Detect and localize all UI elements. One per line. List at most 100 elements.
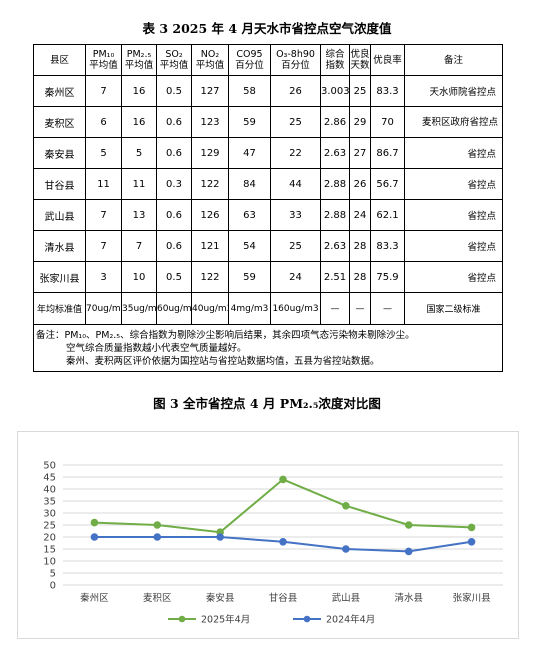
cell-no2: 122 bbox=[191, 168, 229, 200]
note-line: 备注：PM₁₀、PM₂.₅、综合指数为剔除沙尘影响后结果，其余四项气态污染物未剔… bbox=[36, 329, 415, 341]
data-point bbox=[279, 475, 287, 484]
cell-pm25: 16 bbox=[121, 106, 157, 138]
cell-no2: 122 bbox=[191, 261, 229, 293]
x-tick-label: 麦积区 bbox=[143, 592, 172, 604]
cell-standard-pm10: 70ug/m3 bbox=[85, 292, 122, 325]
data-point bbox=[467, 523, 476, 532]
cell-pm10: 7 bbox=[85, 75, 122, 107]
header-co: CO95 百分位 bbox=[228, 44, 271, 76]
cell-o3: 33 bbox=[270, 199, 321, 231]
cell-days: 25 bbox=[349, 75, 371, 107]
cell-pm10: 3 bbox=[85, 261, 122, 293]
cell-note: 麦积区政府省控点 bbox=[404, 106, 503, 138]
y-tick-label: 20 bbox=[43, 533, 56, 544]
cell-pm10: 11 bbox=[85, 168, 122, 200]
cell-index: 2.88 bbox=[320, 199, 350, 231]
header-pm25: PM₂.₅ 平均值 bbox=[121, 44, 157, 76]
cell-no2: 123 bbox=[191, 106, 229, 138]
cell-co: 58 bbox=[228, 75, 271, 107]
cell-county: 清水县 bbox=[33, 230, 86, 262]
data-point bbox=[342, 545, 350, 553]
cell-co: 59 bbox=[228, 261, 271, 293]
cell-rate: 56.7 bbox=[370, 168, 405, 200]
x-tick-label: 秦安县 bbox=[206, 592, 235, 604]
y-tick-label: 5 bbox=[50, 569, 56, 580]
legend-marker bbox=[178, 615, 186, 623]
cell-county: 麦积区 bbox=[33, 106, 86, 138]
table-row: 张家川县 3 10 0.5 122 59 24 2.51 28 75.9 省控点 bbox=[33, 261, 503, 293]
cell-standard-pm25: 35ug/m3 bbox=[121, 292, 157, 325]
cell-co: 59 bbox=[228, 106, 271, 138]
cell-o3: 25 bbox=[270, 106, 321, 138]
header-county: 县区 bbox=[33, 44, 86, 76]
cell-co: 47 bbox=[228, 137, 271, 169]
cell-o3: 22 bbox=[270, 137, 321, 169]
standard-row: 年均标准值 70ug/m3 35ug/m3 60ug/m3 40ug/m3 4m… bbox=[33, 292, 503, 325]
cell-no2: 121 bbox=[191, 230, 229, 262]
cell-co: 63 bbox=[228, 199, 271, 231]
cell-index: 2.88 bbox=[320, 168, 350, 200]
cell-index: 3.003 bbox=[320, 75, 350, 107]
cell-pm10: 5 bbox=[85, 137, 122, 169]
cell-standard-note: 国家二级标准 bbox=[404, 292, 503, 325]
cell-pm10: 7 bbox=[85, 230, 122, 262]
notes-row: 备注：PM₁₀、PM₂.₅、综合指数为剔除沙尘影响后结果，其余四项气态污染物未剔… bbox=[33, 324, 503, 372]
cell-no2: 129 bbox=[191, 137, 229, 169]
data-point bbox=[404, 547, 413, 556]
cell-days: 26 bbox=[349, 168, 371, 200]
data-point bbox=[90, 518, 99, 527]
cell-pm25: 13 bbox=[121, 199, 157, 231]
cell-standard-no2: 40ug/m3 bbox=[191, 292, 229, 325]
cell-pm25: 5 bbox=[121, 137, 157, 169]
y-tick-label: 15 bbox=[43, 545, 56, 556]
figure-title: 图 3 全市省控点 4 月 PM₂.₅浓度对比图 bbox=[153, 396, 381, 411]
table-title: 表 3 2025 年 4 月天水市省控点空气浓度值 bbox=[142, 21, 392, 36]
legend-label: 2025年4月 bbox=[201, 614, 250, 626]
cell-o3: 25 bbox=[270, 230, 321, 262]
header-row: 县区 PM₁₀ 平均值 PM₂.₅ 平均值 SO₂ 平均值 NO₂ 平均值 CO95 百分… bbox=[33, 44, 503, 76]
cell-index: 2.86 bbox=[320, 106, 350, 138]
cell-co: 54 bbox=[228, 230, 271, 262]
x-tick-label: 秦州区 bbox=[80, 592, 109, 604]
cell-note: 天水师院省控点 bbox=[404, 75, 503, 107]
data-point bbox=[90, 533, 99, 541]
cell-rate: 86.7 bbox=[370, 137, 405, 169]
cell-county: 甘谷县 bbox=[33, 168, 86, 200]
y-tick-label: 30 bbox=[43, 509, 56, 520]
y-tick-label: 50 bbox=[43, 461, 56, 472]
cell-standard-days: — bbox=[349, 292, 371, 325]
data-point bbox=[467, 538, 476, 546]
x-tick-label: 甘谷县 bbox=[269, 592, 298, 604]
x-tick-label: 清水县 bbox=[394, 592, 423, 604]
cell-standard-so2: 60ug/m3 bbox=[156, 292, 192, 325]
cell-so2: 0.3 bbox=[156, 168, 192, 200]
cell-days: 24 bbox=[349, 199, 371, 231]
y-tick-label: 40 bbox=[43, 485, 56, 496]
data-point bbox=[342, 502, 350, 510]
header-no2: NO₂ 平均值 bbox=[191, 44, 229, 76]
data-point bbox=[216, 533, 224, 541]
header-good-days: 优良 天数 bbox=[349, 44, 371, 76]
cell-so2: 0.6 bbox=[156, 230, 192, 262]
series-line bbox=[94, 478, 472, 534]
header-note: 备注 bbox=[404, 44, 503, 76]
cell-days: 28 bbox=[349, 230, 371, 262]
cell-county: 武山县 bbox=[33, 199, 86, 231]
cell-so2: 0.5 bbox=[156, 75, 192, 107]
x-tick-label: 武山县 bbox=[332, 592, 361, 604]
cell-county: 张家川县 bbox=[33, 261, 86, 293]
cell-pm10: 6 bbox=[85, 106, 122, 138]
y-tick-label: 0 bbox=[50, 581, 56, 592]
cell-standard-index: — bbox=[320, 292, 350, 325]
y-tick-label: 10 bbox=[43, 557, 56, 568]
cell-no2: 126 bbox=[191, 199, 229, 231]
legend-label: 2024年4月 bbox=[326, 614, 375, 626]
table-notes: 备注：PM₁₀、PM₂.₅、综合指数为剔除沙尘影响后结果，其余四项气态污染物未剔… bbox=[33, 324, 503, 372]
table-row: 秦安县 5 5 0.6 129 47 22 2.63 27 86.7 省控点 bbox=[33, 137, 503, 169]
y-tick-label: 45 bbox=[43, 473, 56, 484]
cell-no2: 127 bbox=[191, 75, 229, 107]
cell-note: 省控点 bbox=[404, 230, 503, 262]
data-point bbox=[404, 521, 413, 529]
air-quality-table: 县区 PM₁₀ 平均值 PM₂.₅ 平均值 SO₂ 平均值 NO₂ 平均值 CO95 百分… bbox=[33, 44, 503, 372]
